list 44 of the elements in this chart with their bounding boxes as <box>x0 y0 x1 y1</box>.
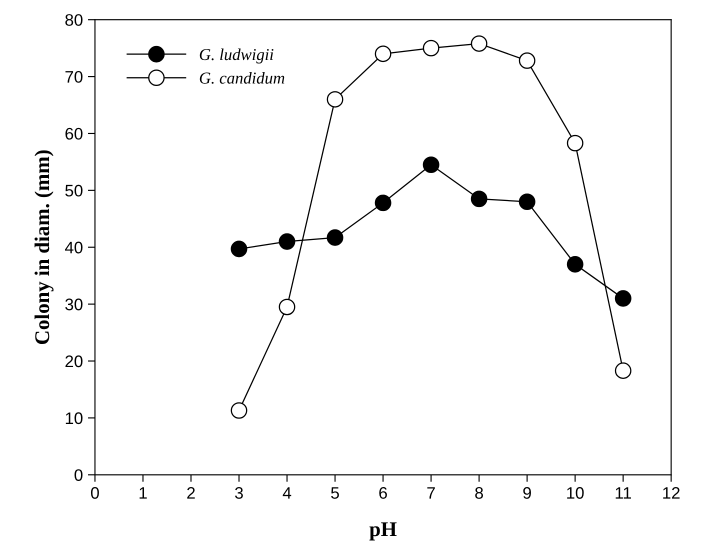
y-tick-label: 40 <box>65 242 83 254</box>
y-tick-label: 70 <box>65 70 83 83</box>
point <box>326 91 344 108</box>
point <box>230 402 248 419</box>
y-tick-label: 0 <box>74 469 83 481</box>
x-tick-label: 3 <box>235 487 243 499</box>
y-tick-label: 50 <box>65 184 83 197</box>
point <box>518 52 536 69</box>
x-tick-label: 8 <box>475 487 484 499</box>
point <box>326 229 344 246</box>
x-tick-label: 11 <box>616 487 631 499</box>
x-tick-label: 6 <box>379 487 387 499</box>
point <box>518 193 536 210</box>
x-tick-label: 10 <box>567 487 584 499</box>
y-axis-title: Colony in diam. (mm) <box>34 150 54 344</box>
x-tick-label: 12 <box>663 487 680 499</box>
x-tick-label: 2 <box>187 487 195 499</box>
x-tick-label: 1 <box>140 487 147 499</box>
x-tick-label: 7 <box>427 487 435 499</box>
point <box>230 240 248 258</box>
y-tick-label: 20 <box>65 355 83 368</box>
x-tick-label: 9 <box>523 487 531 499</box>
y-tick-label: 10 <box>66 412 83 424</box>
point <box>278 233 296 250</box>
x-tick-label: 0 <box>90 487 99 499</box>
point <box>422 40 440 56</box>
x-tick-label: 5 <box>331 487 339 499</box>
point <box>470 190 488 208</box>
x-tick-label: 4 <box>282 487 292 499</box>
point <box>614 290 632 307</box>
y-tick-label: 60 <box>65 128 83 140</box>
point <box>374 46 392 62</box>
point <box>470 35 488 52</box>
point <box>374 194 392 212</box>
point <box>566 256 584 273</box>
point <box>566 134 584 152</box>
y-tick-label: 30 <box>65 298 83 310</box>
x-axis-title: pH <box>369 522 397 540</box>
legend-label: G. candidum <box>200 72 284 84</box>
legend-label: G. ludwigii <box>200 48 274 64</box>
point <box>614 362 632 379</box>
point <box>422 156 440 174</box>
y-tick-label: 80 <box>65 14 83 26</box>
point <box>278 298 296 316</box>
